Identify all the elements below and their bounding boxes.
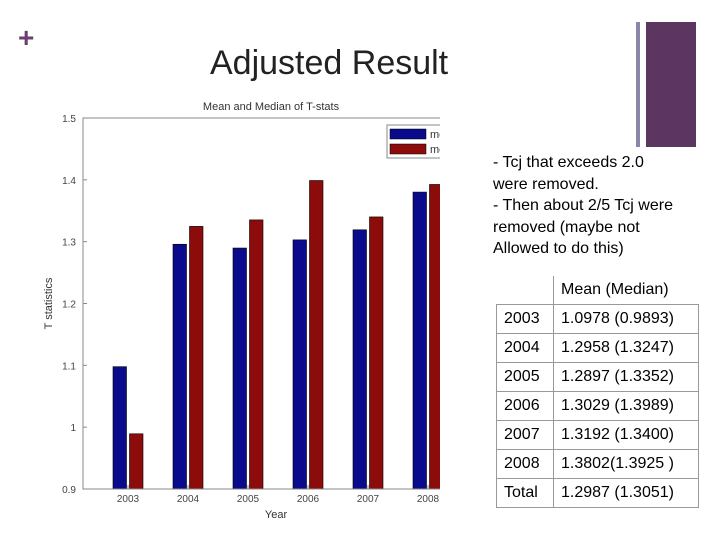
decorative-bar-thin — [636, 22, 640, 147]
x-tick-label: 2004 — [177, 494, 200, 505]
table-cell-year: 2003 — [496, 304, 554, 334]
plus-icon: + — [18, 22, 35, 53]
table-row: 2004 1.2958 (1.3247) — [496, 333, 699, 363]
bullet-line: were removed. — [493, 175, 599, 193]
bullet-line: - Tcj that exceeds 2.0 — [493, 154, 644, 171]
table-row: 2005 1.2897 (1.3352) — [496, 362, 699, 392]
bar-mean-2006 — [292, 239, 307, 490]
legend-swatch-median — [389, 143, 427, 155]
bar-mean-2005 — [232, 247, 247, 490]
bullet-line: Allowed to do this) — [493, 240, 624, 257]
bar-mean-2007 — [352, 229, 367, 490]
table-cell-value: 1.3192 (1.3400) — [553, 420, 699, 450]
table-header-row: Mean (Median) — [496, 276, 699, 305]
results-table: Mean (Median) 2003 1.0978 (0.9893) 2004 … — [496, 276, 699, 508]
bar-median-2007 — [369, 216, 384, 490]
bar-mean-2003 — [112, 366, 127, 490]
y-tick-label: 0.9 — [62, 485, 76, 496]
bullet-text: - Tcj that exceeds 2.0 were removed. - T… — [493, 152, 708, 260]
y-tick-label: 1.4 — [62, 176, 76, 187]
table-cell-value: 1.3802(1.3925 ) — [553, 449, 699, 479]
table-row: 2007 1.3192 (1.3400) — [496, 420, 699, 450]
table-cell-year: 2007 — [496, 420, 554, 450]
table-cell-value: 1.3029 (1.3989) — [553, 391, 699, 421]
table-cell-year: 2005 — [496, 362, 554, 392]
table-cell-value: 1.2897 (1.3352) — [553, 362, 699, 392]
table-header: Mean (Median) — [553, 276, 699, 305]
table-cell-value: 1.2958 (1.3247) — [553, 333, 699, 363]
y-tick-label: 1.1 — [62, 361, 76, 372]
bullet-line: removed (maybe not — [493, 218, 640, 236]
bar-median-2003 — [129, 433, 144, 490]
bar-median-2006 — [309, 180, 324, 490]
bar-median-2008 — [429, 184, 440, 490]
bar-mean-2004 — [172, 243, 187, 490]
y-axis-label: T statistics — [43, 277, 55, 329]
table-cell-year: Total — [496, 478, 554, 508]
table-row: Total 1.2987 (1.3051) — [496, 478, 699, 508]
table-cell-value: 1.0978 (0.9893) — [553, 304, 699, 334]
chart-legend: mean median — [386, 124, 440, 159]
legend-swatch-mean — [389, 128, 427, 140]
x-tick-label: 2005 — [237, 494, 260, 505]
decorative-bar-thick — [646, 22, 696, 147]
bullet-line: - Then about 2/5 Tcj were — [493, 197, 673, 214]
slide-title: Adjusted Result — [210, 44, 449, 82]
table-cell-value: 1.2987 (1.3051) — [553, 478, 699, 508]
table-row: 2003 1.0978 (0.9893) — [496, 304, 699, 334]
bar-median-2005 — [249, 219, 264, 490]
table-cell-year: 2004 — [496, 333, 554, 363]
table-cell-year: 2008 — [496, 449, 554, 479]
x-tick-label: 2003 — [117, 494, 140, 505]
y-tick-label: 1.5 — [62, 114, 76, 125]
table-cell-year: 2006 — [496, 391, 554, 421]
y-tick-label: 1.3 — [62, 238, 76, 249]
table-row: 2008 1.3802(1.3925 ) — [496, 449, 699, 479]
table-row: 2006 1.3029 (1.3989) — [496, 391, 699, 421]
legend-label-mean: mean — [430, 129, 440, 141]
x-tick-label: 2008 — [417, 494, 440, 505]
x-tick-label: 2006 — [297, 494, 320, 505]
y-tick-label: 1.2 — [62, 300, 76, 311]
bar-mean-2008 — [412, 191, 427, 490]
x-tick-label: 2007 — [357, 494, 380, 505]
y-tick-label: 1 — [70, 423, 76, 434]
bar-median-2004 — [189, 226, 204, 490]
legend-label-median: median — [430, 144, 440, 156]
x-axis-label: Year — [265, 509, 288, 521]
chart-title: Mean and Median of T-stats — [203, 101, 340, 113]
bar-chart: Mean and Median of T-stats T statistics … — [43, 101, 440, 521]
plot-frame — [82, 117, 440, 490]
